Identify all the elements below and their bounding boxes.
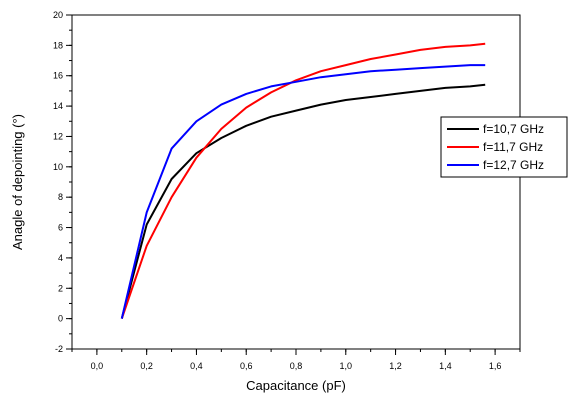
y-tick-label: 12 [53, 131, 63, 141]
y-tick-label: 0 [58, 314, 63, 324]
series-line-2 [120, 42, 486, 319]
plot-frame [71, 14, 521, 350]
x-axis-title: Capacitance (pF) [246, 378, 346, 393]
legend-label: f=10,7 GHz [483, 122, 544, 136]
x-tick-label: 1,2 [389, 361, 402, 371]
y-tick-label: 8 [58, 192, 63, 202]
x-tick-label: 1,6 [489, 361, 502, 371]
x-tick-label: 0,2 [140, 361, 153, 371]
legend: f=10,7 GHz f=11,7 GHz f=12,7 GHz [440, 116, 568, 178]
x-tick-label: 0,0 [91, 361, 104, 371]
x-tick-label: 1,0 [340, 361, 353, 371]
y-tick-label: 18 [53, 40, 63, 50]
y-tick-label: 16 [53, 71, 63, 81]
y-axis-title: Anagle of depointing (°) [10, 114, 25, 250]
y-tick-label: 2 [58, 283, 63, 293]
y-tick-label: 14 [53, 101, 63, 111]
y-tick-label: -2 [55, 344, 63, 354]
x-tick-label: 0,6 [240, 361, 253, 371]
series-line-1 [120, 83, 486, 319]
y-axis-ticks: -2 0 2 4 6 8 10 12 14 16 18 20 [53, 10, 72, 354]
y-tick-label: 10 [53, 162, 63, 172]
y-tick-label: 20 [53, 10, 63, 20]
y-tick-label: 6 [58, 223, 63, 233]
plot-border [71, 14, 521, 350]
x-axis-ticks: 0,0 0,2 0,4 0,6 0,8 1,0 1,2 1,4 1,6 [71, 349, 521, 371]
x-tick-label: 0,4 [190, 361, 203, 371]
legend-label: f=11,7 GHz [483, 140, 543, 154]
legend-label: f=12,7 GHz [483, 158, 544, 172]
y-tick-label: 4 [58, 253, 63, 263]
x-tick-label: 0,8 [290, 361, 303, 371]
series-layer [120, 42, 486, 319]
x-tick-label: 1,4 [439, 361, 452, 371]
series-line-3 [120, 64, 486, 319]
